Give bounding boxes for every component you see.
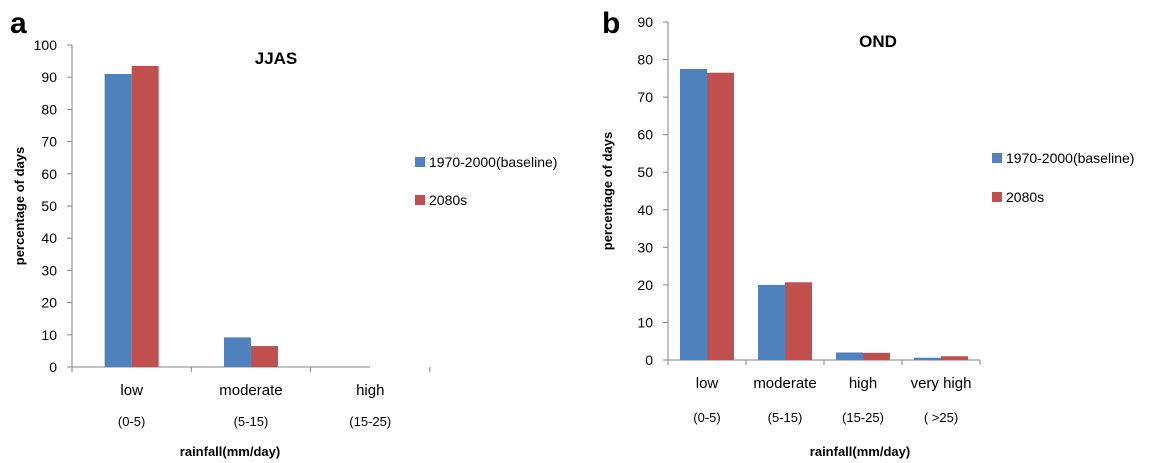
panel-a-y-axis-title: percentage of days bbox=[12, 147, 27, 266]
panel-a-y-tick-label: 90 bbox=[41, 69, 57, 85]
panel-b-category-label: low bbox=[696, 375, 719, 392]
panel-b-letter: b bbox=[602, 7, 620, 40]
panel-b-y-tick-label: 50 bbox=[637, 164, 653, 180]
panel-a-y-tick-label: 70 bbox=[41, 134, 57, 150]
panel-a-bar-baseline bbox=[104, 73, 132, 367]
panel-b-legend-label: 2080s bbox=[1006, 189, 1044, 205]
panel-b-title: OND bbox=[859, 32, 897, 51]
panel-b-bar-2080s bbox=[941, 356, 968, 360]
panel-b-bar-2080s bbox=[785, 282, 812, 360]
panel-b-y-tick-label: 60 bbox=[637, 127, 653, 143]
panel-a-legend-label: 2080s bbox=[429, 192, 467, 208]
panel-a-category-range-label: (0-5) bbox=[118, 414, 145, 429]
panel-b-y-tick-label: 70 bbox=[637, 89, 653, 105]
panel-a-y-tick-label: 100 bbox=[34, 37, 58, 53]
panel-a-category-range-label: (15-25) bbox=[349, 414, 391, 429]
panel-a-legend-label: 1970-2000(baseline) bbox=[429, 154, 557, 170]
panel-a-y-tick-label: 50 bbox=[41, 198, 57, 214]
panel-b-bar-baseline bbox=[914, 357, 941, 360]
panel-b-category-range-label: ( >25) bbox=[924, 410, 958, 425]
panel-a-title: JJAS bbox=[255, 49, 298, 68]
panel-a-y-tick-label: 80 bbox=[41, 101, 57, 117]
panel-b-legend-label: 1970-2000(baseline) bbox=[1006, 150, 1134, 166]
panel-b-legend-swatch bbox=[992, 153, 1002, 163]
panel-a-category-label: low bbox=[120, 382, 143, 399]
panel-a-legend-swatch bbox=[415, 157, 425, 167]
panel-b-y-tick-label: 0 bbox=[645, 352, 653, 368]
panel-b-y-tick-label: 40 bbox=[637, 202, 653, 218]
panel-b-y-axis-title: percentage of days bbox=[600, 132, 615, 251]
panel-a-category-label: moderate bbox=[219, 382, 282, 399]
panel-a-bar-baseline bbox=[223, 337, 251, 367]
panel-b-legend-swatch bbox=[992, 192, 1002, 202]
panel-b-category-label: moderate bbox=[753, 375, 816, 392]
panel-a-legend-swatch bbox=[415, 195, 425, 205]
panel-a-x-axis-title: rainfall(mm/day) bbox=[180, 444, 280, 459]
panel-b-bar-2080s bbox=[707, 72, 734, 360]
panel-b-category-range-label: (0-5) bbox=[693, 410, 720, 425]
panel-b-category-label: very high bbox=[911, 375, 972, 392]
panel-b-x-axis-title: rainfall(mm/day) bbox=[810, 444, 910, 459]
panel-b-bar-2080s bbox=[863, 352, 890, 360]
panel-a-bar-2080s bbox=[131, 65, 159, 368]
panel-a-letter: a bbox=[10, 7, 27, 40]
panel-b-bar-baseline bbox=[836, 352, 863, 360]
panel-a-y-tick-label: 30 bbox=[41, 262, 57, 278]
panel-b-bar-baseline bbox=[680, 68, 707, 360]
panel-a-y-tick-label: 20 bbox=[41, 295, 57, 311]
panel-b-y-tick-label: 10 bbox=[637, 314, 653, 330]
panel-b-category-range-label: (5-15) bbox=[768, 410, 803, 425]
panel-a-y-tick-label: 40 bbox=[41, 230, 57, 246]
panel-a-y-tick-label: 0 bbox=[49, 359, 57, 375]
panel-a-category-range-label: (5-15) bbox=[234, 414, 269, 429]
panel-b-y-tick-label: 20 bbox=[637, 277, 653, 293]
panel-b-category-label: high bbox=[849, 375, 877, 392]
panel-a-y-tick-label: 60 bbox=[41, 166, 57, 182]
panel-b-y-tick-label: 90 bbox=[637, 14, 653, 30]
panel-b-category-range-label: (15-25) bbox=[842, 410, 884, 425]
panel-a-category-label: high bbox=[356, 382, 384, 399]
panel-b-y-tick-label: 30 bbox=[637, 239, 653, 255]
panel-a-y-tick-label: 10 bbox=[41, 327, 57, 343]
panel-a-bar-2080s bbox=[250, 346, 278, 367]
panel-b-bar-baseline bbox=[758, 284, 785, 360]
panel-b-y-tick-label: 80 bbox=[637, 52, 653, 68]
